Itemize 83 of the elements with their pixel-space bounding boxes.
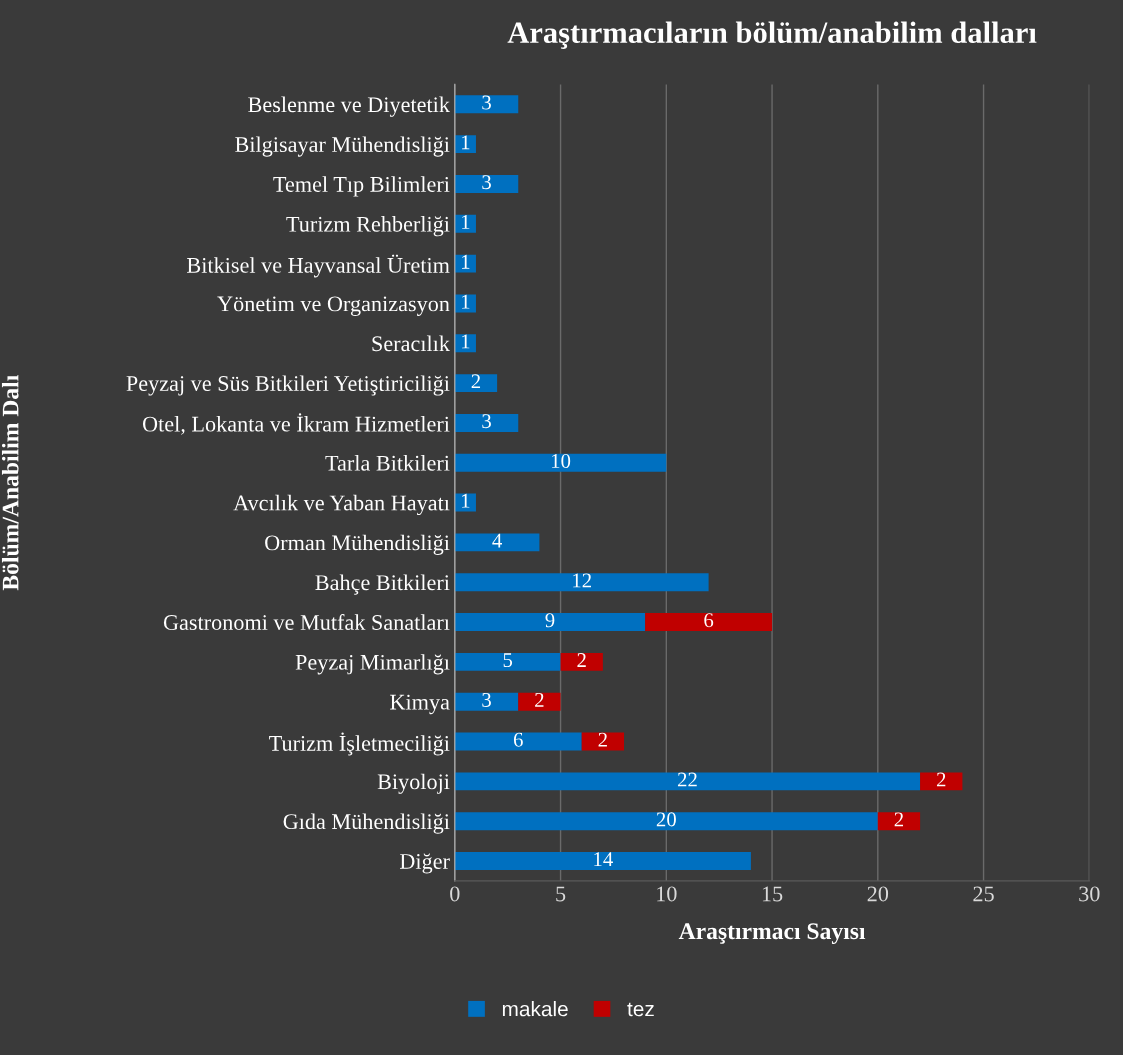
bar (454, 852, 751, 870)
y-tick-label: Bitkisel ve Hayvansal Üretim (187, 254, 450, 278)
bar (454, 533, 540, 552)
bar (454, 573, 709, 592)
bar (454, 453, 667, 472)
data-label: 10 (551, 453, 571, 468)
y-tick-label: Kimya (390, 694, 450, 715)
x-tick-label: 20 (867, 886, 889, 902)
bar (454, 135, 476, 154)
data-label: 9 (545, 613, 555, 628)
data-label: 5 (503, 653, 513, 668)
y-tick-label: Gıda Mühendisliği (283, 813, 450, 834)
y-tick-label: Biyoloji (377, 773, 450, 794)
bar (454, 772, 921, 791)
x-tick-label: 30 (1079, 886, 1100, 902)
x-tick-label: 0 (450, 886, 460, 902)
bar (454, 413, 519, 432)
data-label: 1 (462, 135, 470, 150)
y-tick-label: Tarla Bitkileri (325, 455, 450, 471)
y-tick-label: Bahçe Bitkileri (315, 574, 450, 595)
y-tick-label: Peyzaj Mimarlığı (295, 654, 450, 675)
y-tick-label: Avcılık ve Yaban Hayatı (233, 494, 450, 516)
x-tick-label: 25 (973, 886, 994, 902)
chart-title: Araştırmacıların bölüm/anabilim dalları (507, 21, 1037, 50)
data-label: 2 (936, 772, 946, 787)
data-label: 2 (577, 653, 586, 667)
legend-label: tez (627, 1002, 654, 1017)
y-tick-label: Yönetim ve Organizasyon (217, 296, 450, 316)
y-tick-label: Turizm Rehberliği (286, 216, 450, 237)
x-tick-label: 15 (762, 886, 783, 902)
bar (454, 254, 476, 273)
y-tick-label: Beslenme ve Diyetetik (248, 96, 450, 117)
data-label: 3 (482, 414, 491, 429)
y-tick-label: Bilgisayar Mühendisliği (235, 136, 450, 157)
y-tick-label: Orman Mühendisliği (265, 534, 450, 555)
y-tick-label: Diğer (400, 853, 450, 874)
bar (454, 493, 476, 512)
data-label: 3 (482, 692, 491, 707)
data-label: 2 (535, 692, 544, 707)
x-tick-label: 5 (556, 886, 566, 902)
bar (454, 374, 498, 393)
data-label: 1 (462, 254, 470, 269)
data-label: 14 (594, 852, 613, 867)
bar (645, 613, 773, 632)
x-tick-label: 10 (657, 886, 677, 902)
bar (454, 652, 561, 671)
bar (454, 732, 582, 751)
bar (454, 214, 476, 233)
bar (454, 812, 878, 831)
y-tick-label: Seracılık (372, 335, 450, 352)
data-label: 1 (462, 294, 470, 309)
data-label: 20 (656, 812, 676, 827)
data-label: 1 (462, 334, 470, 349)
bar (518, 692, 561, 711)
bar (454, 334, 476, 353)
x-axis-title: Araştırmacı Sayısı (678, 923, 866, 945)
y-tick-label: Peyzaj ve Süs Bitkileri Yetiştiriciliği (126, 375, 450, 396)
y-axis-title: Bölüm/Anabilim Dalı (1, 375, 19, 591)
data-label: 22 (677, 772, 697, 787)
data-label: 1 (462, 493, 470, 508)
bar (454, 175, 519, 193)
y-tick-label: Turizm İşletmeciliği (269, 732, 450, 756)
y-tick-label: Otel, Lokanta ve İkram Hizmetleri (142, 413, 450, 435)
data-label: 6 (513, 732, 523, 747)
y-tick-label: Temel Tıp Bilimleri (273, 176, 450, 197)
data-label: 3 (482, 175, 491, 190)
data-label: 3 (482, 95, 491, 110)
data-label: 2 (471, 374, 481, 389)
bar (560, 652, 603, 671)
bar (454, 294, 476, 313)
data-label: 12 (573, 573, 591, 588)
data-label: 2 (894, 812, 904, 827)
bar (454, 613, 646, 632)
bar (877, 812, 921, 831)
legend-label: makale (502, 1001, 568, 1017)
bar (920, 772, 963, 791)
y-tick-label: Gastronomi ve Mutfak Sanatları (163, 614, 450, 630)
data-label: 4 (492, 533, 502, 548)
bar (454, 95, 519, 114)
bar (454, 692, 519, 711)
data-label: 6 (704, 613, 714, 628)
data-label: 1 (462, 215, 470, 229)
data-label: 2 (598, 732, 607, 747)
